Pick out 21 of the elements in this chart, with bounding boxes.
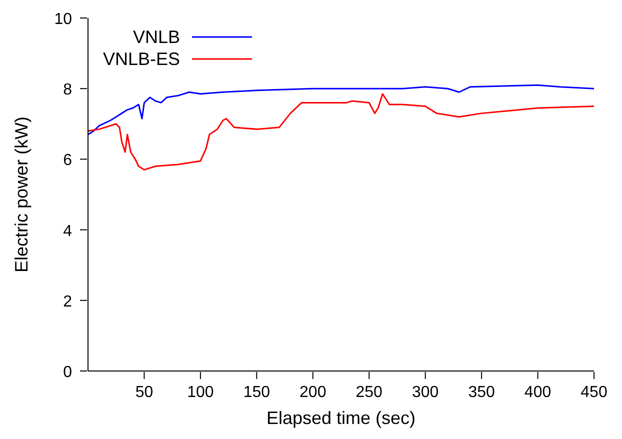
x-tick-label: 350 xyxy=(468,384,495,401)
x-tick-label: 250 xyxy=(356,384,383,401)
x-axis-title: Elapsed time (sec) xyxy=(266,408,416,428)
y-tick-label: 0 xyxy=(63,364,72,381)
line-series xyxy=(88,84,594,136)
line-series xyxy=(88,93,594,171)
y-axis-title: Electric power (kW) xyxy=(11,116,32,273)
legend-label: VNLB xyxy=(133,26,180,48)
x-tick-label: 50 xyxy=(135,384,154,401)
y-tick-label: 2 xyxy=(63,293,72,310)
y-tick-label: 8 xyxy=(63,82,72,99)
x-tick-label: 300 xyxy=(412,384,439,401)
y-tick-label: 6 xyxy=(63,152,72,170)
x-tick-label: 150 xyxy=(243,384,270,401)
x-tick-label: 400 xyxy=(524,384,552,401)
legend-label: VNLB-ES xyxy=(103,48,180,70)
y-tick-label: 10 xyxy=(54,11,72,28)
x-tick-label: 450 xyxy=(580,384,608,401)
y-tick-label: 4 xyxy=(63,222,72,240)
x-tick-label: 100 xyxy=(187,384,214,401)
x-tick-label: 200 xyxy=(300,384,326,401)
